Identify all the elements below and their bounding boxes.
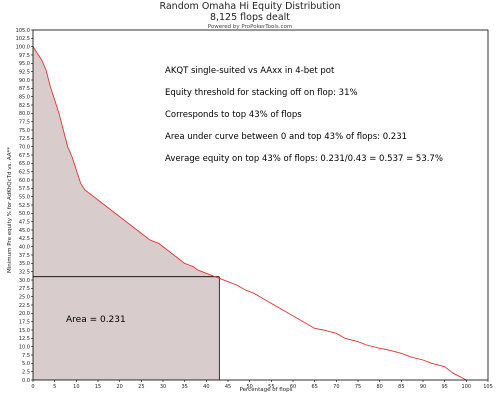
x-ticks-layer: 0 5 10 15 20 25 30 35 40 45 50 55 60 65 70 75 80 85 90 95 10… [31, 380, 493, 390]
x-tick-label: 55 [268, 384, 274, 390]
x-tick-label: 70 [333, 384, 339, 390]
x-tick-label: 75 [355, 384, 361, 390]
x-tick-label: 85 [398, 384, 404, 390]
y-tick-label: 77.5 [19, 119, 30, 125]
y-tick-label: 75.0 [19, 128, 30, 134]
y-axis-label: Minimum Pre equity % for AdKhQcTd vs. AA… [7, 147, 13, 273]
area-label: Area = 0.231 [66, 315, 126, 325]
y-tick-label: 2.5 [22, 369, 30, 375]
y-tick-label: 67.5 [19, 153, 30, 159]
y-tick-label: 50.0 [19, 211, 30, 217]
x-tick-label: 105 [483, 384, 493, 390]
y-tick-label: 102.5 [16, 36, 30, 42]
y-tick-label: 17.5 [19, 319, 30, 325]
x-tick-label: 5 [53, 384, 56, 390]
shaded-area [33, 46, 220, 381]
y-tick-label: 37.5 [19, 253, 30, 259]
y-tick-label: 10.0 [19, 344, 30, 350]
y-tick-label: 55.0 [19, 194, 30, 200]
x-tick-label: 100 [462, 384, 472, 390]
x-tick-label: 20 [116, 384, 122, 390]
y-tick-label: 0.0 [22, 378, 30, 384]
y-tick-label: 40.0 [19, 244, 30, 250]
x-tick-label: 90 [420, 384, 426, 390]
y-tick-label: 15.0 [19, 328, 30, 334]
x-tick-label: 0 [31, 384, 34, 390]
y-tick-label: 27.5 [19, 286, 30, 292]
y-tick-label: 100.0 [16, 44, 30, 50]
y-tick-label: 42.5 [19, 236, 30, 242]
series-line [32, 46, 467, 381]
y-tick-label: 60.0 [19, 178, 30, 184]
y-tick-label: 47.5 [19, 219, 30, 225]
annotation-line-5: Average equity on top 43% of flops: 0.23… [165, 154, 443, 164]
x-tick-label: 65 [311, 384, 317, 390]
x-tick-label: 30 [160, 384, 166, 390]
chart-title: Random Omaha Hi Equity Distribution [159, 1, 341, 12]
y-ticks-layer: 0.0 2.5 5.0 7.5 10.0 12.5 15.0 17.5 20.0 22.5 25.0… [16, 28, 33, 384]
annotation-line-3: Corresponds to top 43% of flops [165, 110, 302, 120]
series-line-layer [32, 46, 467, 381]
y-tick-label: 57.5 [19, 186, 30, 192]
y-tick-label: 70.0 [19, 144, 30, 150]
y-tick-label: 25.0 [19, 294, 30, 300]
y-tick-label: 62.5 [19, 169, 30, 175]
shaded-area-layer [33, 46, 220, 381]
x-tick-label: 95 [441, 384, 447, 390]
y-tick-label: 92.5 [19, 69, 30, 75]
threshold-guides-layer [33, 276, 220, 380]
x-tick-label: 15 [95, 384, 101, 390]
y-tick-label: 12.5 [19, 336, 30, 342]
y-tick-label: 35.0 [19, 261, 30, 267]
x-tick-label: 60 [290, 384, 296, 390]
y-tick-label: 5.0 [22, 361, 30, 367]
y-tick-label: 72.5 [19, 136, 30, 142]
x-axis-label: Percentage of flops [240, 387, 293, 393]
annotation-line-2: Equity threshold for stacking off on flo… [165, 88, 358, 98]
y-tick-label: 95.0 [19, 61, 30, 67]
y-tick-label: 105.0 [16, 28, 30, 34]
y-tick-label: 85.0 [19, 94, 30, 100]
y-tick-label: 52.5 [19, 203, 30, 209]
y-tick-label: 82.5 [19, 103, 30, 109]
x-tick-label: 45 [225, 384, 231, 390]
y-tick-label: 90.0 [19, 78, 30, 84]
y-tick-label: 97.5 [19, 53, 30, 59]
y-tick-label: 30.0 [19, 278, 30, 284]
x-tick-label: 40 [203, 384, 209, 390]
y-tick-label: 87.5 [19, 86, 30, 92]
y-tick-label: 20.0 [19, 311, 30, 317]
y-tick-label: 7.5 [22, 353, 30, 359]
x-tick-label: 50 [246, 384, 252, 390]
x-tick-label: 10 [73, 384, 79, 390]
y-tick-label: 22.5 [19, 303, 30, 309]
y-tick-label: 45.0 [19, 228, 30, 234]
annotation-line-1: AKQT single-suited vs AAxx in 4-bet pot [165, 66, 335, 76]
y-tick-label: 65.0 [19, 161, 30, 167]
x-tick-label: 80 [376, 384, 382, 390]
annotation-line-4: Area under curve between 0 and top 43% o… [165, 132, 407, 142]
x-tick-label: 35 [181, 384, 187, 390]
y-tick-label: 32.5 [19, 269, 30, 275]
chart-subtitle: 8,125 flops dealt [209, 12, 291, 23]
x-tick-label: 25 [138, 384, 144, 390]
y-tick-label: 80.0 [19, 111, 30, 117]
chart-credit: Powered by ProPokerTools.com [207, 24, 293, 30]
